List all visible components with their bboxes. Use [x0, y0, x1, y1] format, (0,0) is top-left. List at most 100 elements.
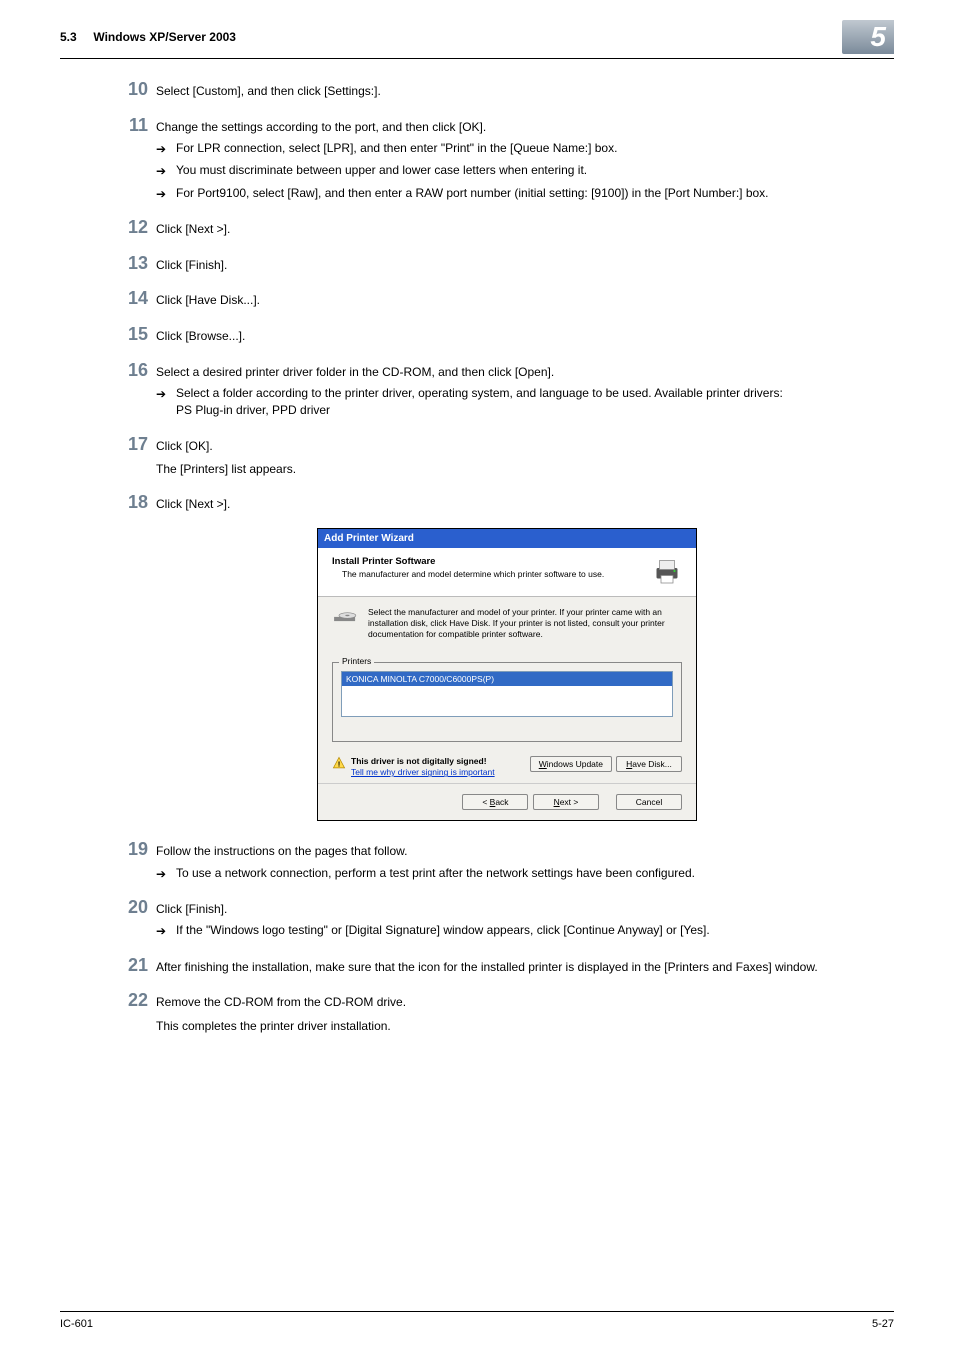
- substep-text: Select a folder according to the printer…: [176, 385, 894, 420]
- step-substep: ➔You must discriminate between upper and…: [156, 162, 894, 180]
- step-body: Change the settings according to the por…: [156, 115, 894, 204]
- step: 11Change the settings according to the p…: [120, 115, 894, 204]
- step-body: After finishing the installation, make s…: [156, 955, 894, 976]
- disk-icon: [332, 607, 360, 633]
- step-number: 11: [120, 115, 156, 137]
- step-body: Click [Next >].: [156, 492, 894, 513]
- footer-left: IC-601: [60, 1318, 93, 1330]
- step-number: 13: [120, 253, 156, 275]
- substep-text: You must discriminate between upper and …: [176, 162, 894, 179]
- warning-icon: !: [332, 756, 346, 770]
- signing-warning: ! This driver is not digitally signed! T…: [332, 756, 495, 777]
- footer-rule: [60, 1311, 894, 1312]
- section-number: 5.3: [60, 30, 77, 44]
- section-header: 5.3 Windows XP/Server 2003: [60, 30, 236, 44]
- step-body: Remove the CD-ROM from the CD-ROM drive.…: [156, 990, 894, 1035]
- printers-listbox[interactable]: KONICA MINOLTA C7000/C6000PS(P): [341, 671, 673, 717]
- step-body: Click [Have Disk...].: [156, 288, 894, 309]
- step-text: Select a desired printer driver folder i…: [156, 364, 894, 381]
- wizard-body-text: Select the manufacturer and model of you…: [368, 607, 682, 640]
- step: 10Select [Custom], and then click [Setti…: [120, 79, 894, 101]
- step-body: Click [Finish]. ➔If the "Windows logo tes…: [156, 897, 894, 941]
- wizard-title-bar: Add Printer Wizard: [318, 529, 696, 548]
- step-note: This completes the printer driver instal…: [156, 1018, 894, 1035]
- step-text: Click [Next >].: [156, 496, 894, 513]
- signing-link[interactable]: Tell me why driver signing is important: [351, 767, 495, 777]
- step: 19Follow the instructions on the pages t…: [120, 839, 894, 883]
- step-text: Select [Custom], and then click [Setting…: [156, 83, 894, 100]
- substep-text: If the "Windows logo testing" or [Digita…: [176, 922, 894, 939]
- add-printer-wizard-window: Add Printer Wizard Install Printer Softw…: [317, 528, 697, 821]
- svg-text:!: !: [338, 760, 341, 769]
- step-text: Change the settings according to the por…: [156, 119, 894, 136]
- printers-label: Printers: [339, 656, 374, 666]
- printer-icon: [652, 556, 682, 586]
- wizard-body: Select the manufacturer and model of you…: [318, 597, 696, 783]
- step: 13Click [Finish].: [120, 253, 894, 275]
- arrow-icon: ➔: [156, 385, 176, 403]
- windows-update-button[interactable]: Windows Update: [530, 756, 612, 772]
- step-note: The [Printers] list appears.: [156, 461, 894, 478]
- wizard-screenshot: Add Printer Wizard Install Printer Softw…: [120, 528, 894, 821]
- step-substep: ➔To use a network connection, perform a …: [156, 865, 894, 883]
- step-text: Click [OK].: [156, 438, 894, 455]
- substep-text: To use a network connection, perform a t…: [176, 865, 894, 882]
- substep-text: For LPR connection, select [LPR], and th…: [176, 140, 894, 157]
- step: 22Remove the CD-ROM from the CD-ROM driv…: [120, 990, 894, 1035]
- next-button[interactable]: Next >: [533, 794, 599, 810]
- step-text: Click [Have Disk...].: [156, 292, 894, 309]
- step-body: Click [Next >].: [156, 217, 894, 238]
- step: 17Click [OK]. The [Printers] list appears…: [120, 434, 894, 479]
- step-number: 12: [120, 217, 156, 239]
- step-number: 10: [120, 79, 156, 101]
- step-text: Follow the instructions on the pages tha…: [156, 843, 894, 860]
- cancel-button[interactable]: Cancel: [616, 794, 682, 810]
- step-body: Click [Browse...].: [156, 324, 894, 345]
- step-number: 14: [120, 288, 156, 310]
- step-body: Select a desired printer driver folder i…: [156, 360, 894, 420]
- wizard-header: Install Printer Software The manufacture…: [318, 548, 696, 597]
- printers-group: Printers KONICA MINOLTA C7000/C6000PS(P): [332, 662, 682, 742]
- printer-list-item[interactable]: KONICA MINOLTA C7000/C6000PS(P): [342, 672, 672, 686]
- step-number: 17: [120, 434, 156, 456]
- back-button[interactable]: < Back: [462, 794, 528, 810]
- arrow-icon: ➔: [156, 185, 176, 203]
- step: 15Click [Browse...].: [120, 324, 894, 346]
- step-number: 16: [120, 360, 156, 382]
- wizard-heading: Install Printer Software: [332, 556, 604, 567]
- step-substep: ➔For LPR connection, select [LPR], and t…: [156, 140, 894, 158]
- arrow-icon: ➔: [156, 140, 176, 158]
- step: 16Select a desired printer driver folder…: [120, 360, 894, 420]
- step-substep: ➔Select a folder according to the printe…: [156, 385, 894, 420]
- step-text: Click [Finish].: [156, 257, 894, 274]
- chapter-number: 5: [842, 20, 894, 54]
- wizard-footer: < Back Next > Cancel: [318, 783, 696, 820]
- step-number: 18: [120, 492, 156, 514]
- step-text: Click [Browse...].: [156, 328, 894, 345]
- arrow-icon: ➔: [156, 922, 176, 940]
- step-body: Click [Finish].: [156, 253, 894, 274]
- step-number: 22: [120, 990, 156, 1012]
- step-text: After finishing the installation, make s…: [156, 959, 894, 976]
- have-disk-button[interactable]: Have Disk...: [616, 756, 682, 772]
- substep-text: For Port9100, select [Raw], and then ent…: [176, 185, 894, 202]
- step-text: Click [Next >].: [156, 221, 894, 238]
- step: 18Click [Next >].: [120, 492, 894, 514]
- step-substep: ➔For Port9100, select [Raw], and then en…: [156, 185, 894, 203]
- step-number: 19: [120, 839, 156, 861]
- wizard-subheading: The manufacturer and model determine whi…: [332, 569, 604, 579]
- step-text: Click [Finish].: [156, 901, 894, 918]
- step-body: Select [Custom], and then click [Setting…: [156, 79, 894, 100]
- step: 20Click [Finish]. ➔If the "Windows logo t…: [120, 897, 894, 941]
- step-body: Click [OK]. The [Printers] list appears.: [156, 434, 894, 479]
- footer-right: 5-27: [872, 1318, 894, 1330]
- step-substep: ➔If the "Windows logo testing" or [Digit…: [156, 922, 894, 940]
- warning-text: This driver is not digitally signed!: [351, 756, 487, 766]
- step-number: 21: [120, 955, 156, 977]
- step-number: 20: [120, 897, 156, 919]
- step: 21After finishing the installation, make…: [120, 955, 894, 977]
- arrow-icon: ➔: [156, 865, 176, 883]
- step-text: Remove the CD-ROM from the CD-ROM drive.: [156, 994, 894, 1011]
- step: 14Click [Have Disk...].: [120, 288, 894, 310]
- arrow-icon: ➔: [156, 162, 176, 180]
